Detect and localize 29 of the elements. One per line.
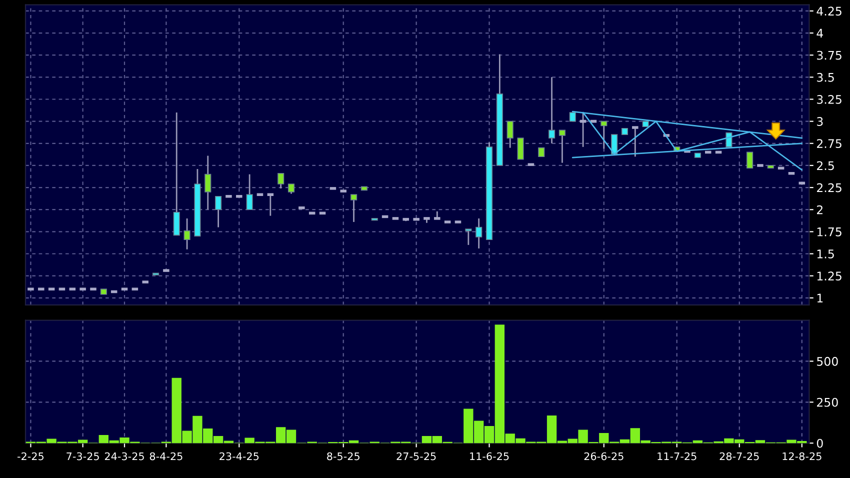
x-tick-label: 11-6-25 [470, 452, 509, 460]
y-tick-label: 250 [817, 398, 838, 407]
x-tick-label: 28-7-25 [720, 452, 759, 460]
x-tick-label: 26-6-25 [584, 452, 624, 460]
y-tick-label: 2.5 [817, 161, 834, 170]
y-tick-label: 3.75 [817, 50, 842, 60]
y-tick-label: 1.5 [817, 250, 834, 258]
y-tick-label: 1 [817, 294, 823, 302]
y-tick-label: 2.75 [817, 139, 842, 148]
x-tick-label: 7-3-25 [66, 452, 99, 460]
y-tick-label: 3.5 [817, 72, 834, 82]
x-tick-label: 8-4-25 [150, 452, 182, 460]
x-tick-label: -2-25 [18, 452, 44, 460]
y-tick-label: 3.25 [817, 94, 842, 104]
y-tick-label: 2 [817, 205, 822, 214]
x-tick-label: 27-5-25 [396, 452, 436, 460]
y-tick-label: 1.75 [817, 228, 842, 236]
y-tick-label: 1.25 [817, 272, 842, 280]
x-tick-label: 12-8-25 [782, 452, 822, 460]
y-tick-label: 4 [816, 28, 823, 38]
y-tick-label: 0 [816, 438, 823, 448]
y-tick-label: 4.25 [816, 6, 842, 16]
x-tick-label: 24-3-25 [104, 452, 144, 460]
x-tick-label: 23-4-25 [220, 452, 259, 460]
y-tick-label: 3 [817, 117, 823, 126]
x-tick-label: 8-5-25 [327, 452, 360, 460]
y-tick-label: 2.25 [817, 183, 842, 192]
x-tick-label: 11-7-25 [658, 452, 696, 460]
y-tick-label: 500 [817, 356, 838, 366]
